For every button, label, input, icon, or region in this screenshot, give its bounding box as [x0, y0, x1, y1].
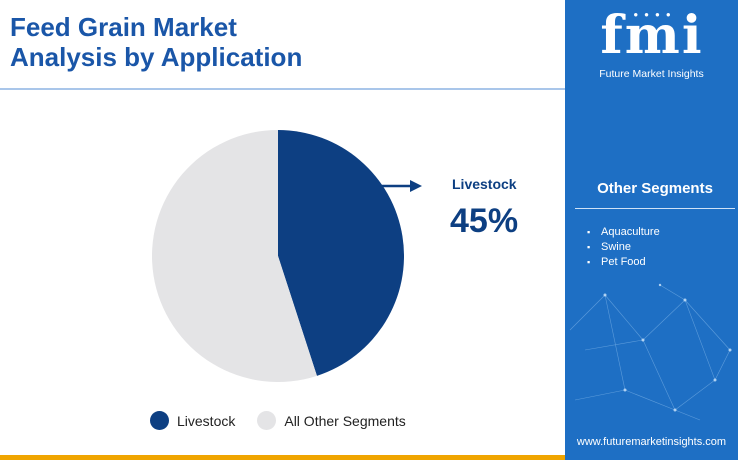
fmi-logo: ●●●● fmi Future Market Insights	[565, 6, 738, 84]
list-item: Aquaculture	[587, 225, 660, 240]
legend-label-other-segments: All Other Segments	[284, 412, 406, 429]
legend-label-livestock: Livestock	[177, 412, 236, 429]
accent-bar	[0, 455, 565, 460]
legend-item-other-segments: All Other Segments	[257, 411, 406, 430]
logo-subtitle: Future Market Insights	[599, 68, 704, 80]
other-segments-heading: Other Segments	[597, 180, 713, 197]
network-pattern-graphic	[569, 283, 732, 421]
logo-icons: ●●●●	[633, 10, 677, 19]
page-title: Feed Grain Market Analysis by Applicatio…	[10, 12, 390, 72]
other-segments-list: Aquaculture Swine Pet Food	[587, 225, 660, 270]
callout-arrow-head	[410, 180, 422, 192]
title-line-2: Analysis by Application	[10, 42, 303, 72]
chart-legend: Livestock All Other Segments	[150, 411, 428, 430]
pie-slice-livestock	[278, 130, 405, 376]
callout-label: Livestock	[452, 176, 517, 192]
legend-swatch-livestock	[150, 411, 169, 430]
legend-item-livestock: Livestock	[150, 411, 235, 430]
title-divider	[0, 88, 565, 90]
pie-slices	[152, 130, 405, 382]
list-item: Pet Food	[587, 255, 660, 270]
sidebar-panel: ●●●● fmi Future Market Insights Other Se…	[565, 0, 738, 460]
legend-swatch-other-segments	[257, 411, 277, 430]
other-segments-divider	[575, 208, 735, 209]
pie-chart: Livestock 45%	[152, 130, 518, 382]
title-line-1: Feed Grain Market	[10, 12, 237, 42]
logo-letters: fmi	[600, 5, 704, 66]
list-item: Swine	[587, 240, 660, 255]
pie-slice-all-other-segments	[152, 130, 317, 382]
website-url: www.futuremarketinsights.com	[576, 436, 727, 448]
callout-value: 45%	[450, 202, 518, 240]
